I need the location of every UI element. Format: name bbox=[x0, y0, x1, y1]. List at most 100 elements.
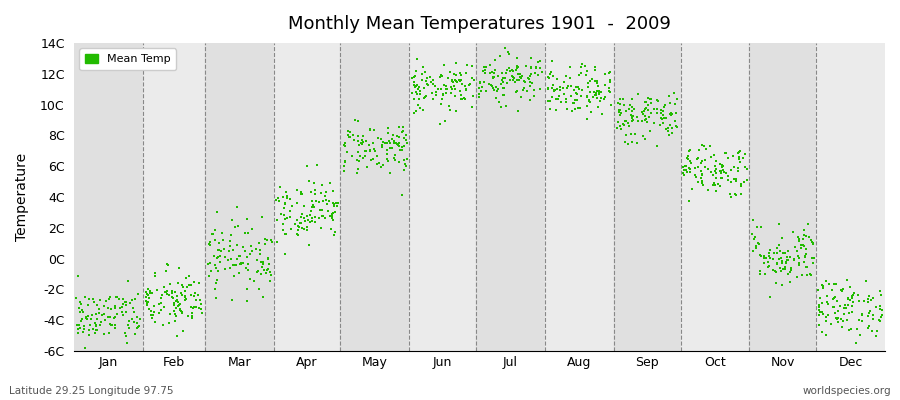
Point bbox=[341, 134, 356, 141]
Point bbox=[278, 215, 293, 222]
Point bbox=[788, 257, 802, 264]
Point bbox=[521, 76, 535, 82]
Point bbox=[355, 141, 369, 148]
Point bbox=[70, 321, 85, 328]
Point bbox=[433, 73, 447, 80]
Point bbox=[464, 104, 479, 110]
Point bbox=[792, 262, 806, 268]
Point bbox=[667, 90, 681, 96]
Point bbox=[647, 105, 662, 112]
Point bbox=[502, 68, 517, 74]
Point bbox=[511, 108, 526, 114]
Point bbox=[514, 94, 528, 100]
Point bbox=[790, 253, 805, 260]
Point bbox=[240, 260, 255, 267]
Point bbox=[407, 82, 421, 88]
Point bbox=[676, 172, 690, 178]
Point bbox=[381, 150, 395, 157]
Point bbox=[853, 332, 868, 338]
Point bbox=[715, 164, 729, 170]
Point bbox=[485, 69, 500, 75]
Point bbox=[543, 98, 557, 104]
Point bbox=[738, 151, 752, 158]
Point bbox=[353, 153, 367, 160]
Point bbox=[330, 202, 345, 209]
Point bbox=[465, 75, 480, 82]
Point bbox=[836, 286, 850, 292]
Point bbox=[396, 143, 410, 150]
Point bbox=[261, 254, 275, 261]
Point bbox=[740, 177, 754, 184]
Point bbox=[255, 264, 269, 270]
Point bbox=[796, 259, 811, 265]
Point bbox=[631, 91, 645, 97]
Point bbox=[813, 308, 827, 315]
Point bbox=[453, 88, 467, 94]
Point bbox=[850, 326, 864, 332]
Point bbox=[800, 272, 814, 278]
Point bbox=[709, 175, 724, 181]
Point bbox=[340, 128, 355, 134]
Point bbox=[597, 96, 611, 102]
Point bbox=[180, 312, 194, 319]
Point bbox=[679, 167, 693, 173]
Point bbox=[323, 226, 338, 232]
Point bbox=[567, 106, 581, 112]
Point bbox=[590, 78, 604, 84]
Point bbox=[454, 72, 468, 78]
Point bbox=[326, 200, 340, 206]
Point bbox=[291, 223, 305, 230]
Point bbox=[489, 84, 503, 90]
Point bbox=[827, 281, 842, 287]
Point bbox=[683, 158, 698, 164]
Point bbox=[396, 167, 410, 173]
Point bbox=[261, 266, 275, 272]
Point bbox=[652, 122, 667, 128]
Point bbox=[874, 292, 888, 298]
Point bbox=[416, 64, 430, 70]
Point bbox=[356, 133, 371, 139]
Point bbox=[453, 70, 467, 76]
Point bbox=[637, 99, 652, 106]
Point bbox=[386, 138, 400, 144]
Point bbox=[488, 57, 502, 64]
Point bbox=[768, 268, 782, 274]
Point bbox=[327, 203, 341, 209]
Point bbox=[305, 197, 320, 204]
Point bbox=[589, 90, 603, 96]
Point bbox=[158, 267, 173, 274]
Point bbox=[387, 155, 401, 161]
Point bbox=[130, 324, 145, 331]
Point bbox=[292, 224, 306, 230]
Point bbox=[243, 276, 257, 282]
Point bbox=[305, 215, 320, 222]
Point bbox=[574, 87, 589, 94]
Point bbox=[812, 304, 826, 310]
Point bbox=[257, 241, 272, 248]
Point bbox=[529, 64, 544, 70]
Point bbox=[395, 128, 410, 135]
Point bbox=[155, 292, 169, 298]
Point bbox=[278, 189, 293, 195]
Point bbox=[822, 281, 836, 288]
Point bbox=[72, 305, 86, 312]
Point bbox=[184, 314, 199, 321]
Point bbox=[731, 150, 745, 156]
Point bbox=[376, 162, 391, 168]
Point bbox=[227, 273, 241, 280]
Point bbox=[840, 277, 854, 283]
Point bbox=[307, 180, 321, 186]
Point bbox=[118, 299, 132, 306]
Point bbox=[475, 84, 490, 91]
Point bbox=[358, 148, 373, 154]
Point bbox=[86, 326, 101, 332]
Point bbox=[844, 303, 859, 309]
Point bbox=[448, 108, 463, 114]
Point bbox=[612, 112, 626, 118]
Point bbox=[341, 128, 356, 134]
Point bbox=[625, 113, 639, 119]
Point bbox=[222, 243, 237, 249]
Point bbox=[812, 321, 826, 328]
Point bbox=[425, 90, 439, 96]
Point bbox=[656, 112, 670, 118]
